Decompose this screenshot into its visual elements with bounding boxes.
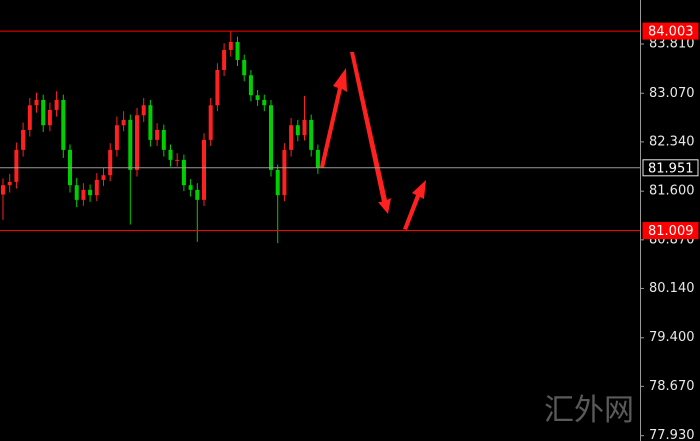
candle-body: [101, 175, 106, 180]
arrow: [403, 180, 426, 230]
level-label: 81.009: [648, 224, 694, 239]
level-label-box: [642, 222, 699, 240]
candle-body: [54, 99, 59, 110]
candle-body: [61, 99, 66, 150]
candle-body: [255, 95, 260, 100]
candle-body: [289, 125, 294, 150]
candle-body: [315, 149, 320, 168]
candle-body: [208, 105, 213, 140]
candle-body: [121, 119, 126, 126]
candle-body: [74, 185, 79, 200]
arrow: [320, 68, 347, 168]
candle-body: [248, 75, 253, 96]
y-tick-label: 77.930: [649, 428, 695, 441]
level-label-box: [642, 159, 699, 177]
candle-body: [135, 115, 139, 170]
annotation-arrows: [320, 52, 426, 230]
candle-body: [7, 181, 12, 186]
y-tick-label: 82.340: [649, 134, 695, 149]
candle-body: [21, 129, 26, 150]
y-tick-label: 83.810: [649, 36, 695, 51]
candle-body: [88, 189, 93, 196]
candle-body: [202, 139, 206, 200]
candle-body: [282, 149, 287, 196]
candle-body: [215, 69, 220, 106]
candle-body: [242, 59, 247, 76]
candle-body: [175, 159, 180, 161]
candle-body: [295, 125, 300, 136]
candle-body: [262, 99, 267, 106]
candle-body: [141, 105, 146, 116]
candle-body: [181, 159, 186, 186]
candle-body: [235, 41, 240, 60]
candle-body: [108, 149, 113, 176]
candle-body: [188, 185, 193, 190]
candle-body: [269, 105, 273, 170]
candle-body: [222, 49, 227, 70]
arrow: [350, 52, 391, 214]
y-tick-label: 80.140: [649, 281, 695, 296]
candle-body: [41, 99, 46, 126]
watermark: 汇外网: [544, 393, 634, 428]
y-tick-label: 78.670: [649, 379, 695, 394]
candle-body: [168, 149, 173, 160]
candle-body: [195, 189, 200, 200]
candle-body: [128, 119, 133, 170]
candle-body: [228, 41, 233, 50]
y-tick-label: 83.070: [649, 86, 695, 101]
candle-body: [275, 169, 280, 196]
candle-body: [47, 109, 52, 126]
candle-body: [114, 125, 119, 150]
candle-body: [148, 105, 153, 140]
candle-body: [155, 129, 160, 140]
level-label-box: [642, 22, 699, 40]
y-tick-label: 81.600: [649, 184, 695, 199]
candle-body: [161, 129, 166, 150]
candle-body: [94, 179, 99, 196]
level-label: 81.951: [648, 161, 694, 176]
candle-body: [14, 149, 19, 182]
candle-body: [34, 99, 39, 106]
candle-body: [302, 119, 307, 136]
candle-body: [309, 119, 314, 150]
candle-body: [27, 105, 32, 130]
candle-body: [1, 185, 5, 195]
y-tick-label: 79.400: [649, 330, 695, 345]
level-label: 84.003: [648, 25, 694, 40]
candle-body: [81, 189, 86, 200]
